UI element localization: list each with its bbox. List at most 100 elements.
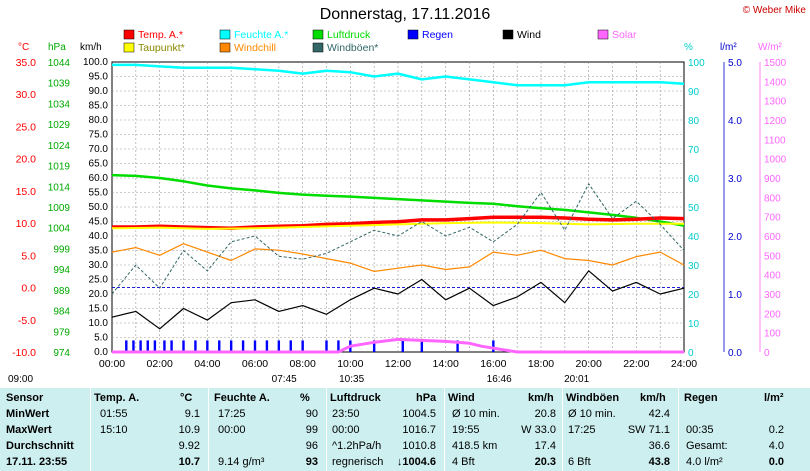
humidity-tick-label: 10 [688,319,700,330]
legend-label-4: Regen [422,29,453,41]
pressure-tick-label: 1044 [48,58,71,69]
solar-tick-label: 400 [764,271,781,282]
humidity-unit: % [300,392,310,404]
legend-label-2: Feuchte A.* [234,29,288,41]
series-line-3 [112,215,685,231]
pressure-tick-label: 1004 [48,224,71,235]
rain-value-4: 0.0 [768,456,784,468]
rain-label-2: 00:35 [686,424,714,436]
temp-label-1: 01:55 [100,408,128,420]
pressure-label-2: 00:00 [332,424,360,436]
x-tick-label: 18:00 [528,358,554,370]
wind-tick-label: 50.0 [89,202,109,213]
legend-swatch-3 [312,29,324,40]
humidity-tick-label: 20 [688,290,700,301]
wind-tick-label: 60.0 [89,173,109,184]
wind-axis-unit: km/h [80,42,102,53]
legend-label-5: Wind [517,29,541,41]
rain-bar [218,340,221,352]
wind-tick-label: 5.0 [94,333,108,344]
rain-bar [229,340,233,352]
rain-unit: l/m² [764,392,784,404]
event-label: 20:01 [564,374,589,385]
gusts-value-3: 36.6 [648,440,670,452]
rain-bar [139,340,142,352]
gusts-label-1: Ø 10 min. [568,408,616,420]
x-tick-label: 02:00 [147,358,173,370]
wind-header: Wind [448,392,475,404]
x-tick-label: 16:00 [480,358,506,370]
pressure-tick-label: 974 [53,348,70,359]
wind-tick-label: 90.0 [89,86,109,97]
temp-tick-label: 30.0 [16,89,37,101]
legend-swatch-7 [123,42,135,53]
legend-label-3: Luftdruck [327,29,371,41]
humidity-tick-label: 0 [688,348,694,359]
legend-swatch-9 [312,42,324,53]
solar-tick-label: 800 [764,193,781,204]
rain-bar [289,340,292,352]
pressure-tick-label: 989 [53,286,70,297]
rain-value-2: 0.2 [768,424,784,436]
solar-tick-label: 1400 [764,77,787,88]
humidity-tick-label: 70 [688,145,700,156]
x-tick-label: 12:00 [385,358,411,370]
pressure-tick-label: 1009 [48,203,71,214]
pressure-header: Luftdruck [330,392,381,404]
legend-swatch-1 [123,29,135,40]
wind-label-2: 19:55 [452,424,480,436]
gusts-header: Windböen [566,392,620,404]
pressure-tick-label: 994 [53,265,70,276]
gusts-value-4: 43.8 [648,456,670,468]
rain-bar [265,340,269,352]
x-tick-label: 04:00 [194,358,220,370]
temp-value-4: 10.7 [178,456,200,468]
rain-tick-label: 0.0 [728,348,742,359]
rain-bar [206,340,209,352]
wind-label-4: 4 Bft [452,456,475,468]
wind-tick-label: 0.0 [94,347,108,358]
wind-tick-label: 65.0 [89,159,109,170]
rain-bar [163,340,166,352]
series-line-6 [111,183,685,295]
humidity-tick-label: 100 [688,58,705,69]
wind-tick-label: 20.0 [89,289,109,300]
rain-bar [146,340,149,352]
temp-value-2: 10.9 [178,424,200,436]
pressure-axis-unit: hPa [48,42,66,53]
legend-swatch-4 [407,29,419,40]
legend-label-1: Temp. A.* [138,29,183,41]
rain-label-4: 4.0 l/m² [686,456,723,468]
humidity-tick-label: 40 [688,232,700,243]
gusts-value-1: 42.4 [648,408,670,420]
pressure-tick-label: 999 [53,244,70,255]
event-label: 16:46 [487,374,512,385]
rain-tick-label: 2.0 [728,232,742,243]
solar-tick-label: 700 [764,213,781,224]
rain-bar [492,340,495,352]
pressure-tick-label: 1029 [48,120,71,131]
legend-swatch-2 [219,29,231,40]
row-label-max: MaxWert [6,424,52,436]
series-line-8 [112,337,684,354]
temp-label-2: 15:10 [100,424,128,436]
wind-tick-label: 95.0 [89,72,109,83]
pressure-value-3: 1010.8 [402,440,436,452]
statistics-table: Sensor MinWert MaxWert Durchschnitt 17.1… [0,388,810,471]
pressure-label-4: regnerisch [332,456,384,468]
wind-tick-label: 85.0 [89,101,109,112]
solar-tick-label: 1500 [764,58,787,69]
series-line-7 [111,270,685,330]
humidity-tick-label: 90 [688,87,700,98]
gusts-value-2: SW 71.1 [627,424,670,436]
rain-tick-label: 4.0 [728,116,742,127]
rain-bar [253,340,257,352]
wind-tick-label: 35.0 [89,246,109,257]
wind-value-4: 20.3 [534,456,556,468]
solar-tick-label: 600 [764,232,781,243]
gusts-label-2: 17:25 [568,424,596,436]
humidity-axis-unit: % [684,42,693,53]
temp-tick-label: -10.0 [12,347,36,359]
rain-bar [337,340,340,352]
wind-tick-label: 10.0 [89,318,109,329]
